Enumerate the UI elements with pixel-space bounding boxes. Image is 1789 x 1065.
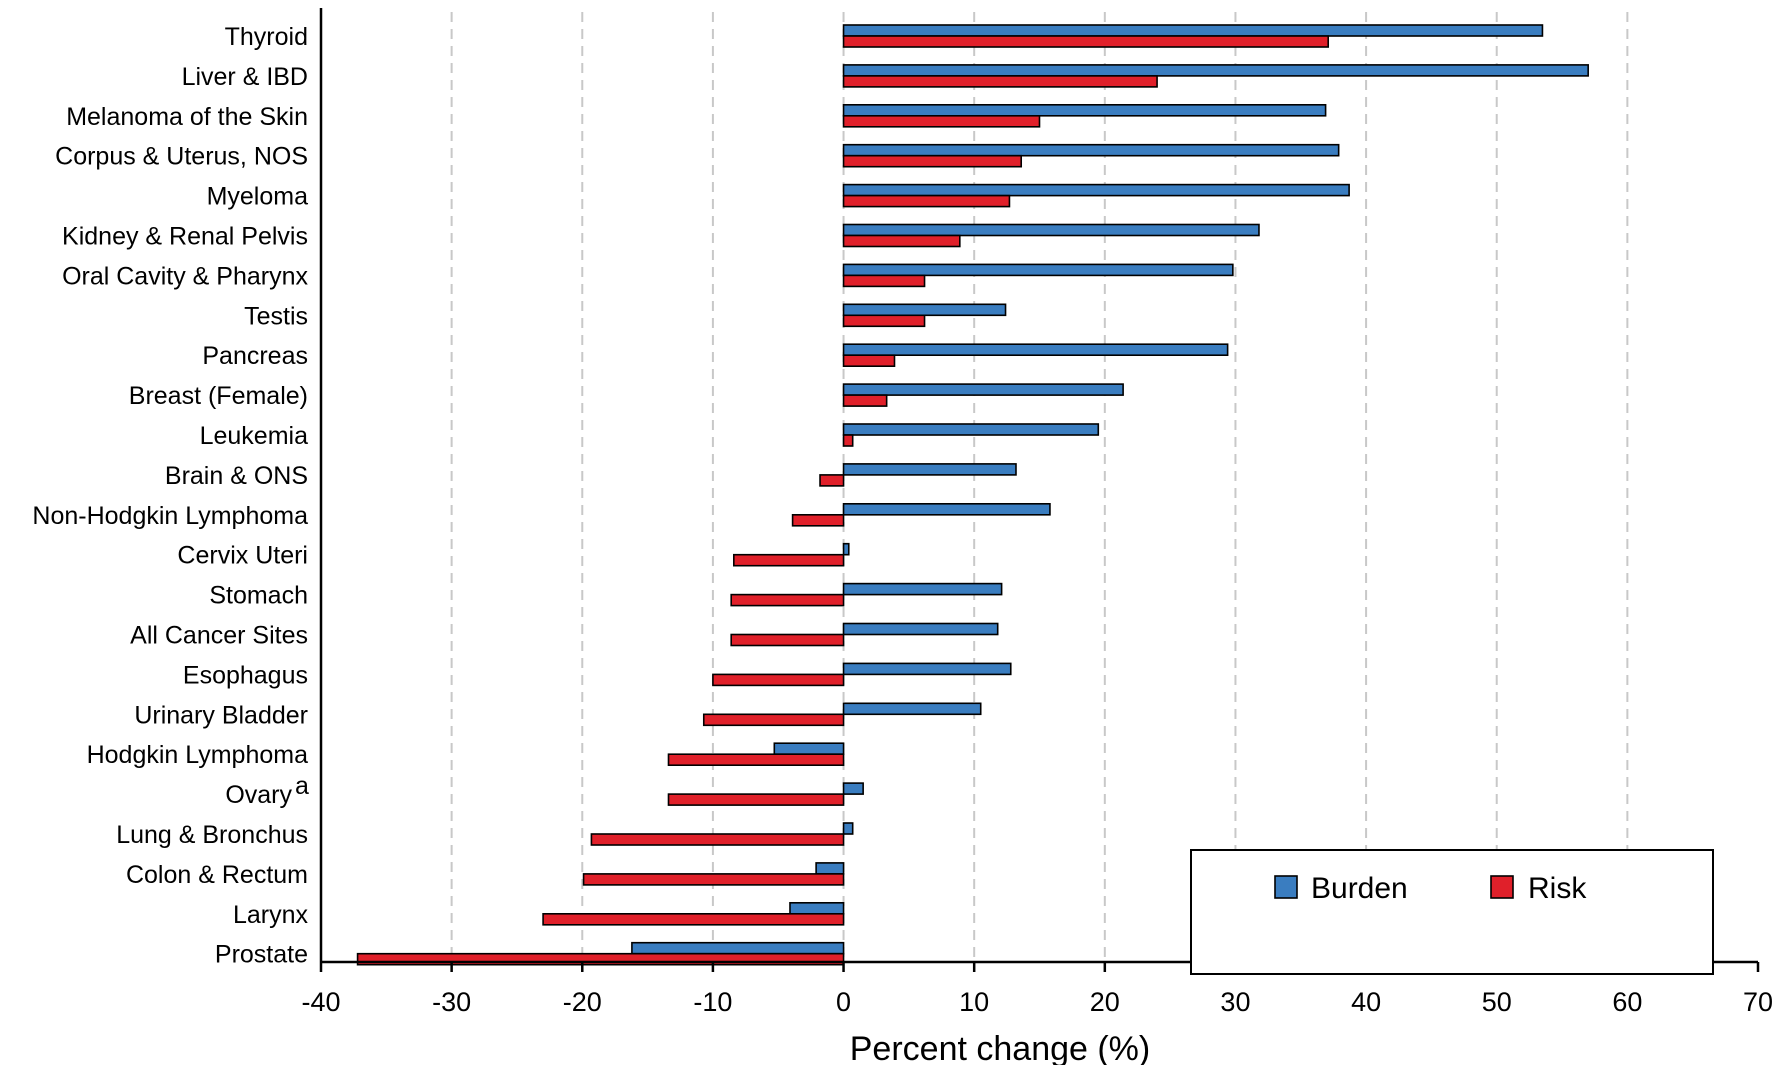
bar-burden-7 [842, 303, 1007, 317]
x-tick-label-10: 60 [1612, 987, 1642, 1017]
bar-risk-12 [791, 513, 845, 527]
category-label-9: Breast (Female) [129, 382, 308, 410]
category-label-11: Brain & ONS [165, 462, 308, 490]
bar-risk-5 [842, 234, 961, 248]
x-tick-label-11: 70 [1743, 987, 1773, 1017]
bar-risk-14 [730, 593, 845, 607]
bar-risk-0 [842, 35, 1330, 48]
bar-risk-22 [542, 912, 845, 926]
bar-risk-18 [667, 753, 845, 767]
bar-burden-22 [789, 901, 845, 915]
bar-burden-0 [842, 24, 1544, 37]
bar-risk-7 [842, 314, 926, 328]
bar-burden-16 [842, 662, 1012, 676]
category-label-13: Cervix Uteri [177, 542, 308, 570]
bar-burden-2 [842, 104, 1327, 117]
bar-burden-3 [842, 143, 1340, 157]
bar-burden-17 [842, 702, 982, 716]
bar-burden-11 [842, 463, 1017, 476]
bar-risk-16 [712, 673, 845, 687]
bar-burden-4 [842, 183, 1350, 197]
bar-risk-10 [842, 434, 854, 447]
category-label-6: Oral Cavity & Pharynx [62, 262, 308, 290]
category-label-18: Hodgkin Lymphoma [87, 741, 309, 769]
bar-burden-18 [773, 742, 845, 756]
category-label-19: Ovary [225, 781, 292, 809]
bar-burden-20 [842, 822, 854, 835]
legend-box [1190, 849, 1714, 975]
category-label-20: Lung & Bronchus [116, 821, 308, 849]
bar-burden-5 [842, 223, 1260, 237]
category-label-17: Urinary Bladder [134, 701, 308, 729]
category-label-7: Testis [244, 302, 308, 330]
x-tick-label-0: -40 [301, 987, 340, 1017]
category-label-1: Liver & IBD [182, 63, 308, 91]
category-label-15: All Cancer Sites [130, 622, 308, 650]
bar-burden-10 [842, 423, 1100, 436]
category-label-5: Kidney & Renal Pelvis [62, 223, 308, 251]
bar-risk-2 [842, 115, 1041, 128]
category-label-0: Thyroid [225, 23, 308, 51]
x-tick-label-1: -30 [432, 987, 471, 1017]
bar-risk-9 [842, 394, 888, 407]
x-tick-label-3: -10 [693, 987, 732, 1017]
bar-burden-12 [842, 502, 1051, 516]
x-tick-label-5: 10 [959, 987, 989, 1017]
x-axis-title: Percent change (%) [850, 1030, 1151, 1065]
category-label-4: Myeloma [207, 183, 309, 211]
bar-risk-1 [842, 75, 1158, 88]
category-label-23: Prostate [215, 941, 308, 969]
legend-label-burden: Burden [1311, 872, 1408, 905]
bar-risk-15 [730, 633, 845, 647]
category-label-10: Leukemia [200, 422, 308, 450]
bar-risk-19 [667, 793, 845, 806]
bar-risk-17 [702, 713, 845, 727]
bar-risk-23 [356, 952, 845, 966]
bar-burden-21 [815, 862, 845, 875]
bar-burden-23 [631, 941, 845, 955]
legend-swatch-risk [1490, 875, 1514, 899]
bar-risk-21 [582, 873, 845, 886]
category-label-16: Esophagus [183, 661, 308, 689]
bar-risk-8 [842, 354, 896, 368]
bar-risk-11 [819, 474, 845, 487]
bar-risk-3 [842, 154, 1023, 168]
x-tick-label-4: 0 [836, 987, 851, 1017]
bar-burden-15 [842, 622, 999, 636]
x-tick-label-2: -20 [563, 987, 602, 1017]
x-tick-label-7: 30 [1220, 987, 1250, 1017]
bar-burden-19 [842, 782, 864, 795]
bar-risk-13 [733, 553, 845, 567]
bar-burden-9 [842, 383, 1124, 396]
bar-burden-13 [842, 542, 850, 556]
category-superscript-19: a [295, 772, 309, 800]
category-label-3: Corpus & Uterus, NOS [55, 143, 308, 171]
bar-burden-6 [842, 263, 1234, 277]
category-label-22: Larynx [233, 901, 309, 929]
bar-risk-6 [842, 274, 926, 288]
bar-risk-20 [590, 833, 845, 846]
legend-label-risk: Risk [1528, 872, 1587, 905]
category-label-21: Colon & Rectum [126, 861, 308, 889]
category-label-12: Non-Hodgkin Lymphoma [32, 502, 308, 530]
bar-burden-1 [842, 64, 1589, 77]
bar-burden-14 [842, 582, 1003, 596]
category-label-14: Stomach [209, 582, 308, 610]
x-tick-label-6: 20 [1090, 987, 1120, 1017]
x-tick-label-8: 40 [1351, 987, 1381, 1017]
category-label-8: Pancreas [202, 342, 308, 370]
legend-swatch-burden [1274, 875, 1298, 899]
bar-burden-8 [842, 343, 1229, 357]
category-label-2: Melanoma of the Skin [66, 103, 308, 131]
bar-risk-4 [842, 194, 1011, 208]
x-tick-label-9: 50 [1482, 987, 1512, 1017]
